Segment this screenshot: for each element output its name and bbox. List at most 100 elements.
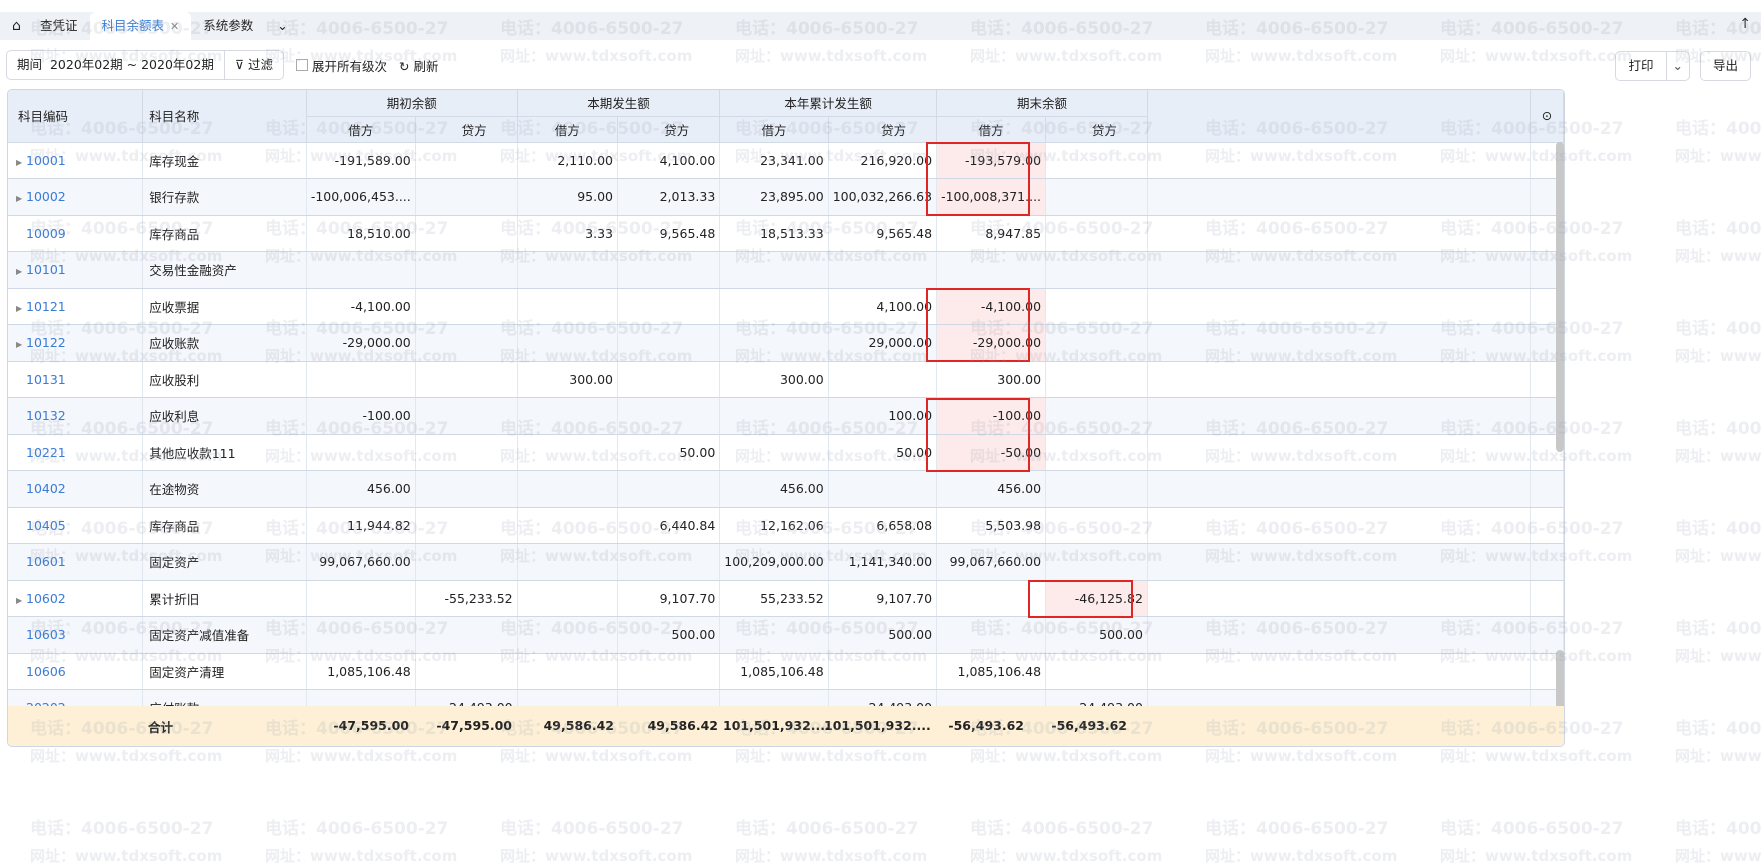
amount-cell: 1,085,106.48 [306, 653, 416, 690]
account-code[interactable]: 10132 [8, 397, 144, 435]
account-code-link[interactable]: 10131 [26, 371, 66, 387]
expand-triangle-icon[interactable]: ▶ [16, 595, 23, 605]
account-code[interactable]: 10405 [8, 507, 144, 544]
amount-cell: 2,110.00 [517, 142, 619, 179]
settings-icon[interactable]: ⊙ [1530, 90, 1564, 143]
account-code-link[interactable]: 10122 [26, 335, 66, 351]
account-code[interactable]: 10402 [8, 470, 144, 508]
account-code[interactable]: 10221 [8, 434, 144, 471]
account-code[interactable]: ▶ 10002 [8, 178, 144, 216]
amount-cell [936, 616, 1047, 654]
account-code-link[interactable]: 10606 [26, 663, 66, 679]
amount-cell [415, 397, 518, 435]
amount-cell [1045, 251, 1148, 289]
account-name: 固定资产减值准备 [142, 616, 307, 654]
account-code[interactable]: ▶ 10001 [8, 142, 144, 179]
account-code[interactable]: 10131 [8, 361, 144, 398]
amount-cell: -100.00 [936, 397, 1047, 435]
header-name[interactable]: 科目名称 [142, 90, 307, 143]
refresh-label: 刷新 [413, 58, 439, 74]
period-label: 期间 [17, 57, 43, 72]
chevron-down-icon[interactable]: ⌄ [277, 18, 288, 33]
print-button[interactable]: 打印 ⌄ [1615, 51, 1690, 81]
account-code-link[interactable]: 10101 [26, 262, 66, 278]
period-selector[interactable]: 期间 2020年02期 ~ 2020年02期 ⊽ 过滤 [6, 50, 284, 80]
export-button[interactable]: 导出 [1699, 51, 1751, 81]
table-row[interactable]: 10601 固定资产 99,067,660.00 100,209,000.00 1,14… [8, 543, 1564, 581]
table-row[interactable]: 10405 库存商品 11,944.82 6,440.84 12,162.06 6,658… [8, 507, 1564, 544]
expand-triangle-icon[interactable]: ▶ [16, 340, 23, 350]
table-row[interactable]: 10131 应收股利 300.00 300.00 300.00 [8, 361, 1564, 398]
watermark-site: 网址：www.tdxsoft.com [1440, 747, 1633, 765]
account-code[interactable]: ▶ 10101 [8, 251, 144, 289]
scrollbar-lower[interactable] [1556, 650, 1564, 710]
account-code[interactable]: ▶ 10121 [8, 288, 144, 325]
table-row[interactable]: ▶ 10122 应收账款 -29,000.00 29,000.00 -29,000.00 [8, 324, 1564, 362]
period-value[interactable]: 2020年02期 ~ 2020年02期 [49, 57, 214, 72]
expand-triangle-icon[interactable]: ▶ [16, 157, 23, 167]
amount-cell [306, 580, 416, 617]
tab-voucher[interactable]: 查凭证 [40, 18, 78, 33]
header-debit: 借方 [517, 116, 619, 143]
account-name: 库存现金 [142, 142, 307, 179]
vertical-scrollbar[interactable] [1556, 142, 1564, 452]
amount-cell [517, 543, 619, 581]
table-row[interactable]: ▶ 10001 库存现金 -191,589.00 2,110.00 4,100.00 23,… [8, 142, 1564, 179]
table-row[interactable]: ▶ 10121 应收票据 -4,100.00 4,100.00 -4,100.00 [8, 288, 1564, 325]
close-icon[interactable]: ✕ [170, 20, 180, 33]
amount-cell: -29,000.00 [306, 324, 416, 362]
header-credit: 贷方 [1045, 116, 1148, 143]
table-row[interactable]: 10402 在途物资 456.00 456.00 456.00 [8, 470, 1564, 508]
watermark-phone: 电话：4006-6500-27 [1675, 719, 1761, 739]
watermark-phone: 电话：4006-6500-27 [1675, 119, 1761, 139]
header-blank [1147, 90, 1531, 143]
tab-balance-sheet[interactable]: 科目余额表 ✕ [89, 12, 192, 40]
account-code-link[interactable]: 10601 [26, 554, 66, 570]
home-icon[interactable]: ⌂ [12, 18, 21, 34]
watermark-phone: 电话：4006-6500-27 [1675, 219, 1761, 239]
amount-cell: 95.00 [517, 178, 619, 216]
account-code-link[interactable]: 10221 [26, 444, 66, 460]
expand-triangle-icon[interactable]: ▶ [16, 194, 23, 204]
table-row[interactable]: ▶ 10002 银行存款 -100,006,453.... 95.00 2,013.33 2… [8, 178, 1564, 216]
filter-button[interactable]: ⊽ 过滤 [223, 51, 283, 79]
table-row[interactable]: 10009 库存商品 18,510.00 3.33 9,565.48 18,513.33 9… [8, 215, 1564, 252]
checkbox[interactable] [295, 59, 308, 71]
table-row[interactable]: 10221 其他应收款111 50.00 50.00 -50.00 [8, 434, 1564, 471]
account-code-link[interactable]: 10001 [26, 152, 66, 168]
chevron-down-icon[interactable]: ⌄ [1665, 52, 1689, 80]
account-code[interactable]: 10606 [8, 653, 144, 690]
account-code-link[interactable]: 10602 [26, 590, 66, 606]
account-code-link[interactable]: 10002 [26, 189, 66, 205]
amount-cell [517, 397, 619, 435]
amount-cell [1045, 288, 1148, 325]
account-code-link[interactable]: 10405 [26, 517, 66, 533]
table-row[interactable]: 10606 固定资产清理 1,085,106.48 1,085,106.48 1,085… [8, 653, 1564, 690]
table-row[interactable]: ▶ 10101 交易性金融资产 [8, 251, 1564, 289]
expand-triangle-icon[interactable]: ▶ [16, 303, 23, 313]
account-code-link[interactable]: 10132 [26, 408, 66, 424]
header-code[interactable]: 科目编码 [8, 90, 144, 143]
watermark-phone: 电话：4006-6500-27 [970, 819, 1154, 839]
table-row[interactable]: 10603 固定资产减值准备 500.00 500.00 500.00 [8, 616, 1564, 654]
account-code[interactable]: ▶ 10122 [8, 324, 144, 362]
account-code[interactable]: ▶ 10602 [8, 580, 144, 617]
table-row[interactable]: ▶ 10602 累计折旧 -55,233.52 9,107.70 55,233.52 9,1… [8, 580, 1564, 617]
amount-cell: 5,503.98 [936, 507, 1047, 544]
watermark-phone: 电话：4006-6500-27 [30, 819, 214, 839]
account-code-link[interactable]: 10009 [26, 225, 66, 241]
refresh-button[interactable]: ↻ 刷新 [399, 56, 438, 75]
account-code[interactable]: 10601 [8, 543, 144, 581]
arrow-up-icon[interactable]: ↑ [1739, 16, 1751, 32]
account-code-link[interactable]: 10603 [26, 627, 66, 643]
account-code-link[interactable]: 10121 [26, 298, 66, 314]
account-code[interactable]: 10603 [8, 616, 144, 654]
expand-all-checkbox[interactable]: 展开所有级次 [295, 56, 387, 75]
account-code[interactable]: 10009 [8, 215, 144, 252]
amount-cell [719, 251, 829, 289]
table-row[interactable]: 10132 应收利息 -100.00 100.00 -100.00 [8, 397, 1564, 435]
tab-system-params[interactable]: 系统参数 [203, 18, 254, 33]
account-code-link[interactable]: 10402 [26, 481, 66, 497]
expand-triangle-icon[interactable]: ▶ [16, 267, 23, 277]
amount-cell [415, 288, 518, 325]
